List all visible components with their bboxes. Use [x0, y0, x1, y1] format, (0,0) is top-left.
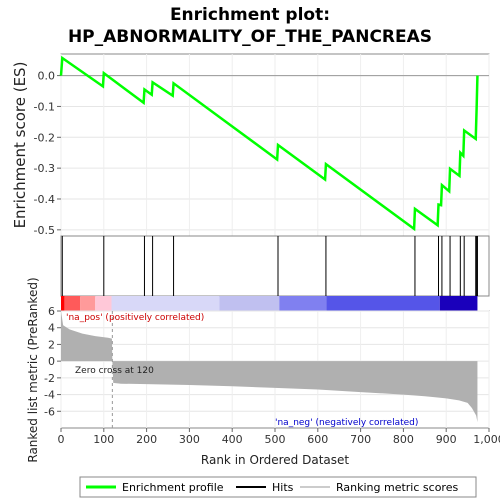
es-tick-label: -0.3 [34, 162, 55, 175]
x-tick-label: 700 [350, 433, 371, 446]
metric-tick-label: -4 [44, 389, 55, 402]
positive-correlation-label: 'na_pos' (positively correlated) [66, 313, 204, 323]
x-tick-label: 900 [436, 433, 457, 446]
es-tick-label: -0.4 [34, 193, 55, 206]
hits-panel [60, 235, 490, 297]
legend-box [79, 476, 477, 498]
x-axis-ticks: 0 100 200 300 400 500 600 700 800 900 1,000 [58, 428, 500, 446]
es-y-axis-label: Enrichment score (ES) [11, 62, 29, 229]
heat-segment [111, 296, 220, 311]
zero-cross-label: Zero cross at 120 [75, 366, 154, 376]
negative-correlation-label: 'na_neg' (negatively correlated) [275, 418, 418, 428]
legend-label: Enrichment profile [122, 481, 224, 494]
enrichment-profile-line [59, 55, 479, 232]
legend: Enrichment profile Hits Ranking metric sco… [86, 481, 458, 494]
legend-label: Ranking metric scores [336, 481, 458, 494]
heat-segment [64, 296, 81, 311]
x-tick-label: 1,000 [473, 433, 500, 446]
heat-segment [95, 296, 112, 311]
metric-tick-label: 4 [48, 322, 55, 335]
metric-tick-label: 0 [48, 355, 55, 368]
heat-segment [61, 296, 65, 311]
es-tick-label: 0.0 [38, 70, 56, 83]
heat-segment [279, 296, 327, 311]
x-tick-label: 500 [265, 433, 286, 446]
heat-segment [439, 296, 478, 311]
es-y-ticks: 0.0 -0.1 -0.2 -0.3 -0.4 -0.5 [34, 70, 61, 237]
heat-segment [80, 296, 96, 311]
metric-tick-label: 2 [48, 338, 55, 351]
x-tick-label: 300 [179, 433, 200, 446]
metric-y-ticks: 6 4 2 0 -2 -4 -6 [44, 305, 61, 418]
x-tick-label: 100 [93, 433, 114, 446]
ranking-heat-bar [61, 296, 478, 311]
metric-tick-label: 6 [48, 305, 55, 318]
chart-title-line2: HP_ABNORMALITY_OF_THE_PANCREAS [68, 27, 432, 47]
metric-y-axis-label-1: Ranked list metric (PreRanked) [26, 277, 40, 462]
es-tick-label: -0.2 [34, 131, 55, 144]
x-tick-label: 800 [393, 433, 414, 446]
x-tick-label: 400 [222, 433, 243, 446]
hit-marks [61, 236, 478, 296]
metric-tick-label: -2 [44, 372, 55, 385]
x-tick-label: 600 [307, 433, 328, 446]
x-axis-label: Rank in Ordered Dataset [201, 453, 349, 467]
ranking-metric-area [61, 311, 478, 423]
chart-title-line1: Enrichment plot: [170, 5, 330, 25]
es-tick-label: -0.5 [34, 224, 55, 237]
metric-tick-label: -6 [44, 405, 55, 418]
es-tick-label: -0.1 [34, 100, 55, 113]
x-tick-label: 0 [58, 433, 65, 446]
heat-segment [219, 296, 280, 311]
legend-label: Hits [272, 481, 294, 494]
heat-segment [326, 296, 440, 311]
x-tick-label: 200 [136, 433, 157, 446]
